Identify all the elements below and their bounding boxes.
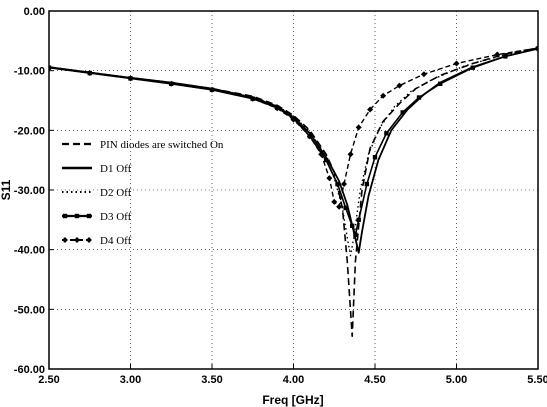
series-point-4 xyxy=(470,65,475,70)
legend-label-3: D2 Off xyxy=(100,187,132,199)
series-point-4 xyxy=(438,81,443,86)
series-point-4 xyxy=(384,131,389,136)
legend: PIN diodes are switched On D1 Off D2 Off D3… xyxy=(62,139,224,247)
x-tick-label: 3.50 xyxy=(201,374,222,386)
series-point-5 xyxy=(49,64,52,71)
x-tick-label: 3.00 xyxy=(120,374,141,386)
y-tick-label: -40.00 xyxy=(14,245,45,257)
series-point-5 xyxy=(249,95,256,102)
y-tick-label: 0.00 xyxy=(24,6,45,18)
series-point-5 xyxy=(367,106,374,113)
legend-label-5: D4 Off xyxy=(100,235,132,247)
series-point-5 xyxy=(535,44,538,51)
series-point-5 xyxy=(453,60,460,67)
x-tick-labels: 2.50 3.00 3.50 4.00 4.50 5.00 5.50 xyxy=(38,374,547,386)
y-tick-label: -10.00 xyxy=(14,66,45,78)
y-axis-title: S11 xyxy=(0,179,13,200)
series-point-4 xyxy=(353,232,358,237)
legend-label-1: PIN diodes are switched On xyxy=(100,139,224,151)
series-point-5 xyxy=(347,151,354,158)
series-point-4 xyxy=(364,181,370,187)
x-tick-label: 5.50 xyxy=(527,374,547,386)
series-point-5 xyxy=(331,198,338,205)
legend-label-2: D1 Off xyxy=(100,163,132,175)
legend-marker-4 xyxy=(86,213,92,219)
series-point-4 xyxy=(416,95,422,100)
legend-marker-4 xyxy=(74,213,80,219)
series-point-5 xyxy=(318,151,325,158)
series-point-4 xyxy=(349,223,355,228)
legend-marker-5 xyxy=(74,237,80,243)
series-point-4 xyxy=(356,217,361,223)
y-tick-label: -60.00 xyxy=(14,364,45,376)
legend-marker-5 xyxy=(62,237,68,243)
series-point-5 xyxy=(290,116,297,123)
series-point-4 xyxy=(503,54,508,59)
series-point-5 xyxy=(306,133,313,140)
legend-marker-5 xyxy=(86,237,92,243)
series-lines xyxy=(49,44,538,337)
series-point-5 xyxy=(127,75,134,82)
y-tick-label: -30.00 xyxy=(14,185,45,197)
series-point-5 xyxy=(341,181,348,188)
series-point-5 xyxy=(326,175,333,182)
series-line-4 xyxy=(49,47,538,236)
series-point-5 xyxy=(274,105,281,112)
x-tick-label: 4.00 xyxy=(283,374,304,386)
series-point-5 xyxy=(86,70,93,77)
grid-lines xyxy=(48,10,539,370)
series-point-4 xyxy=(343,205,348,211)
y-tick-label: -20.00 xyxy=(14,125,45,137)
x-tick-label: 2.50 xyxy=(38,374,59,386)
plot-frame xyxy=(48,10,539,370)
series-point-5 xyxy=(168,80,175,87)
series-point-5 xyxy=(336,203,343,210)
series-line-3 xyxy=(49,47,538,257)
series-point-5 xyxy=(396,82,403,89)
series-point-4 xyxy=(372,154,378,160)
x-axis-title: Freq [GHz] xyxy=(262,393,323,407)
series-point-4 xyxy=(323,157,329,163)
x-tick-label: 4.50 xyxy=(364,374,385,386)
legend-label-4: D3 Off xyxy=(100,211,132,223)
series-point-5 xyxy=(420,71,427,78)
series-point-4 xyxy=(335,181,340,187)
series-point-5 xyxy=(380,92,387,99)
y-tick-label: -50.00 xyxy=(14,304,45,316)
y-tick-labels: 0.00 -10.00 -20.00 -30.00 -40.00 -50.00 -60.00 xyxy=(14,6,45,376)
x-tick-label: 5.00 xyxy=(446,374,467,386)
legend-marker-4 xyxy=(62,213,68,219)
series-point-4 xyxy=(400,110,405,115)
series-point-5 xyxy=(494,51,501,58)
series-point-5 xyxy=(355,124,362,131)
series-point-5 xyxy=(209,86,215,93)
